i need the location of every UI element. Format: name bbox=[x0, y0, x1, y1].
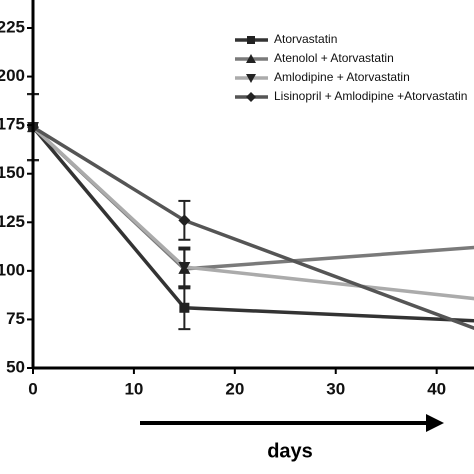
y-tick-label: 75 bbox=[6, 309, 25, 328]
legend-label: Atenolol + Atorvastatin bbox=[274, 51, 394, 65]
y-tick-label: 225 bbox=[0, 17, 25, 36]
arrow-head bbox=[426, 414, 444, 432]
x-axis-label: days bbox=[267, 440, 313, 462]
legend-marker bbox=[246, 54, 256, 63]
plot-area bbox=[27, 93, 474, 331]
legend-label: Atorvastatin bbox=[274, 32, 337, 46]
y-tick-label: 100 bbox=[0, 260, 25, 279]
y-tick-label: 125 bbox=[0, 212, 25, 231]
marker bbox=[178, 261, 191, 273]
y-tick-label: 150 bbox=[0, 163, 25, 182]
x-tick-label: 30 bbox=[326, 379, 345, 398]
x-tick-label: 10 bbox=[124, 379, 143, 398]
legend-label: Amlodipine + Atorvastatin bbox=[274, 70, 410, 84]
legend-label: Lisinopril + Amlodipine +Atorvastatin bbox=[274, 89, 467, 103]
legend-marker bbox=[246, 92, 256, 102]
legend-marker bbox=[247, 36, 255, 44]
y-tick-label: 200 bbox=[0, 66, 25, 85]
series-line bbox=[32, 125, 474, 331]
legend-marker bbox=[246, 74, 256, 83]
y-tick-label: 50 bbox=[6, 357, 25, 376]
marker bbox=[179, 302, 190, 313]
y-tick-label: 175 bbox=[0, 115, 25, 134]
series-line bbox=[31, 125, 474, 301]
x-tick-label: 20 bbox=[225, 379, 244, 398]
marker bbox=[178, 214, 191, 227]
x-tick-label: 0 bbox=[28, 379, 37, 398]
x-tick-label: 40 bbox=[427, 379, 446, 398]
